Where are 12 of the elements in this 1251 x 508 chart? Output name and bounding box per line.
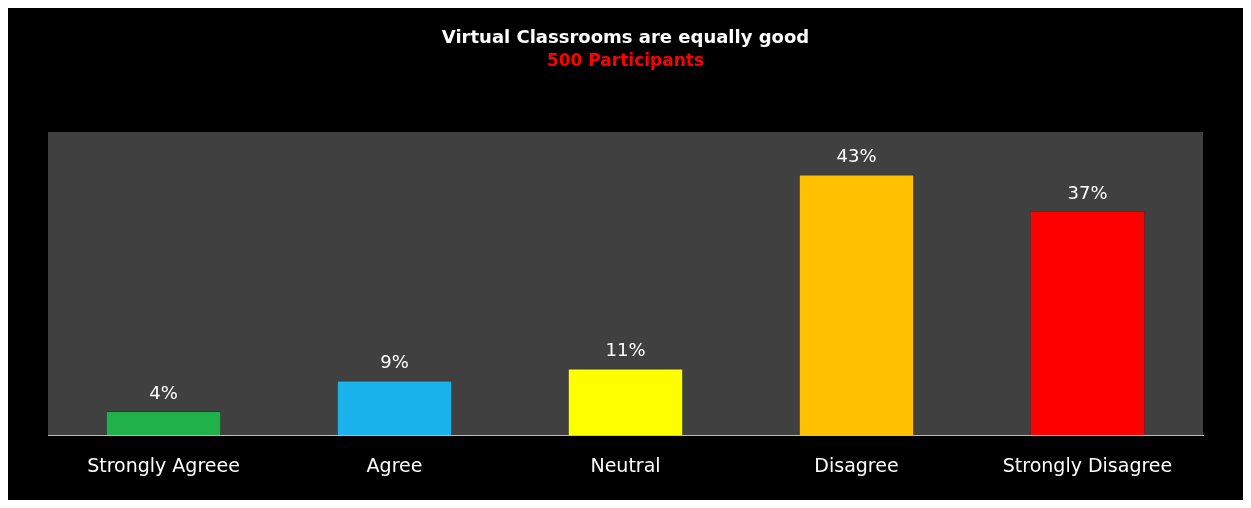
x-tick-label: Strongly Agreee (87, 453, 240, 476)
data-label: 4% (149, 381, 178, 403)
x-tick-label: Neutral (590, 453, 661, 476)
chart-subtitle: 500 Participants (546, 50, 705, 71)
data-label: 43% (836, 145, 877, 167)
chart-title: Virtual Classrooms are equally good (441, 26, 810, 48)
data-label: 11% (605, 339, 646, 361)
x-tick-label: Disagree (814, 453, 899, 476)
x-tick-label: Agree (366, 453, 423, 476)
data-label: 9% (380, 351, 409, 373)
data-label: 37% (1067, 181, 1108, 203)
x-tick-label: Strongly Disagree (1002, 453, 1173, 476)
